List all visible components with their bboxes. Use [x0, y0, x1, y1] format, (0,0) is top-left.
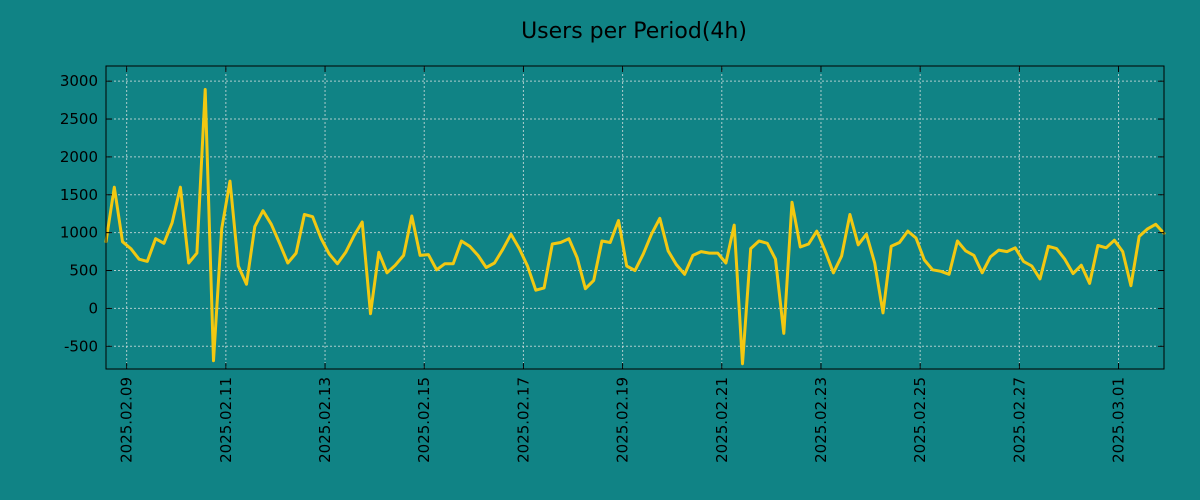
- plot-frame: [105, 65, 1165, 370]
- x-tick-label: 2025.02.27: [1010, 377, 1028, 463]
- y-tick-label: 1000: [60, 224, 98, 242]
- x-tick-label: 2025.02.11: [217, 377, 235, 463]
- x-tick-label: 2025.02.13: [316, 377, 334, 463]
- x-tick-label: 2025.02.21: [713, 377, 731, 463]
- x-tick-label: 2025.02.15: [415, 377, 433, 463]
- y-tick-label: 1500: [60, 186, 98, 204]
- y-tick-label: 2500: [60, 110, 98, 128]
- grid: [106, 66, 1164, 369]
- y-axis: -500 0 500 1000 1500 2000 2500 3000: [60, 72, 1164, 355]
- x-tick-label: 2025.02.23: [812, 377, 830, 463]
- x-tick-label: 2025.02.09: [118, 377, 136, 463]
- y-tick-label: 3000: [60, 72, 98, 90]
- series-layer: [104, 88, 1166, 366]
- chart-title: Users per Period(4h): [521, 19, 747, 44]
- x-tick-label: 2025.02.17: [514, 377, 532, 463]
- series-line: [104, 88, 1166, 366]
- x-axis: 2025.02.09 2025.02.11 2025.02.13 2025.02.15…: [118, 66, 1128, 463]
- y-tick-label: 2000: [60, 148, 98, 166]
- y-tick-label: -500: [64, 337, 98, 355]
- series-users: [104, 88, 1166, 366]
- x-tick-label: 2025.03.01: [1110, 377, 1128, 463]
- y-tick-label: 0: [88, 299, 98, 317]
- x-tick-label: 2025.02.25: [911, 377, 929, 463]
- y-tick-label: 500: [69, 262, 98, 280]
- x-tick-label: 2025.02.19: [614, 377, 632, 463]
